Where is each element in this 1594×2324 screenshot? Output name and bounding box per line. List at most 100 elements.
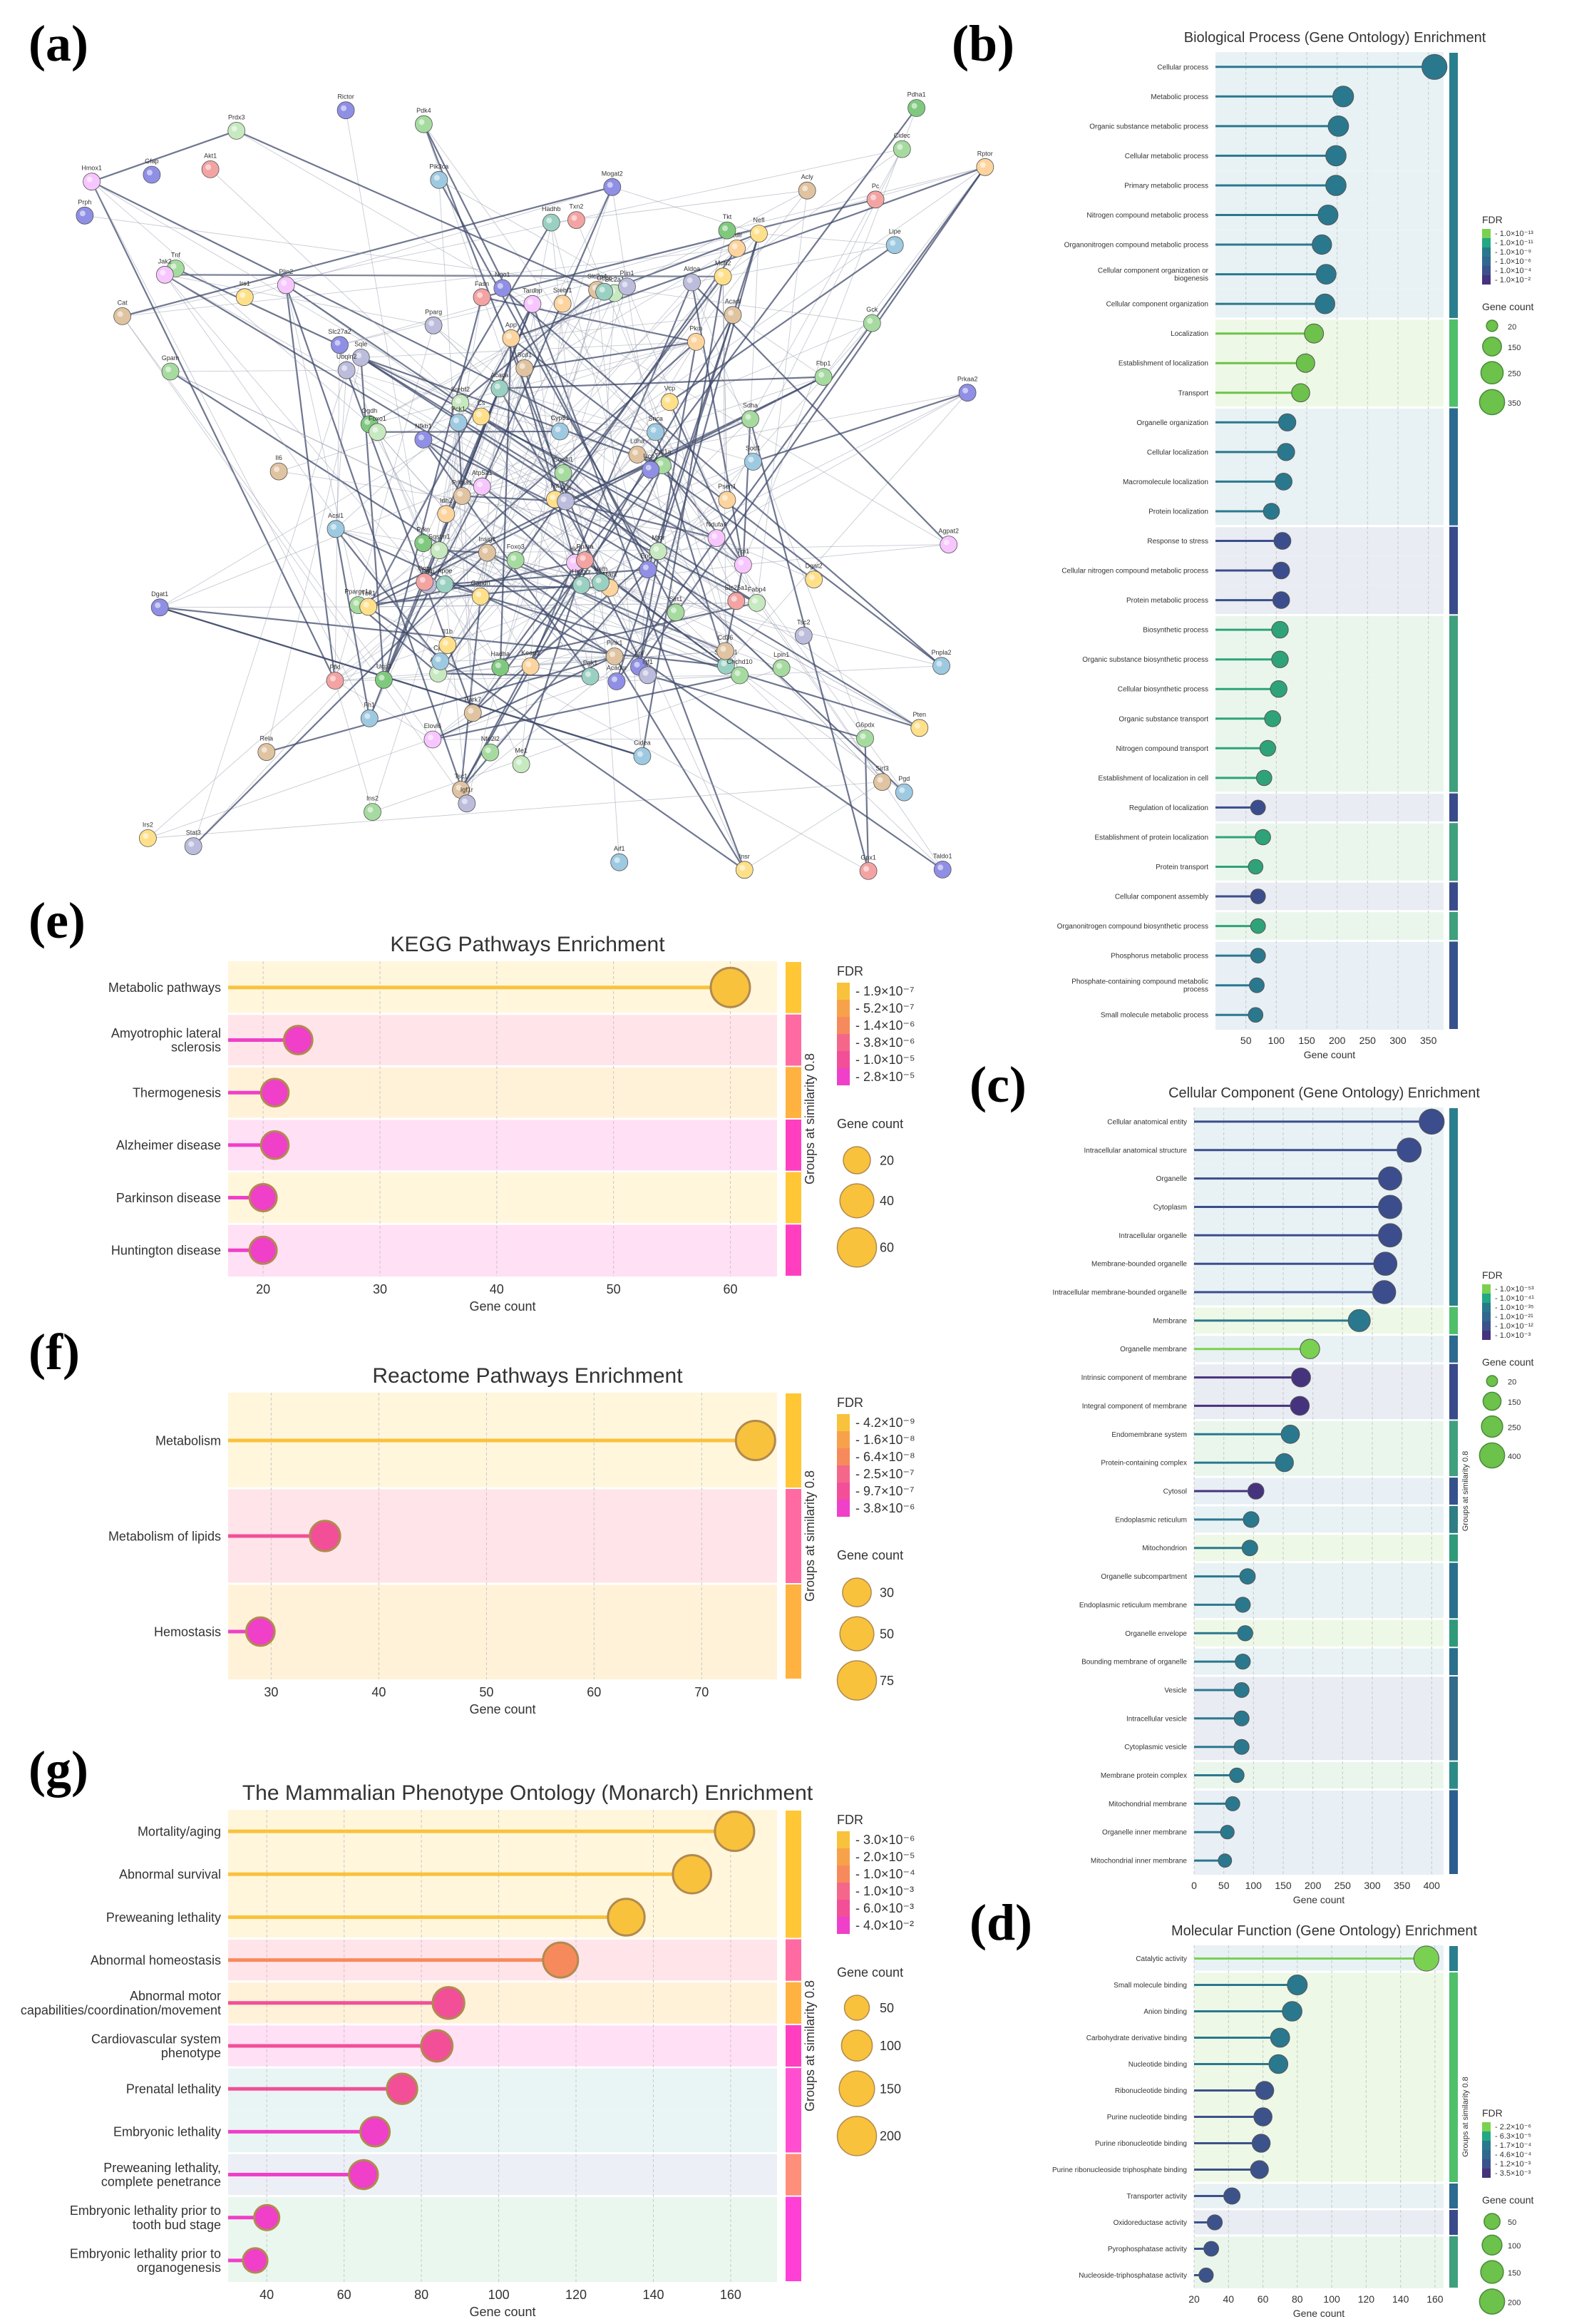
fdr-legend-swatch bbox=[1482, 1331, 1491, 1340]
x-tick-label: 250 bbox=[1335, 1880, 1352, 1891]
svg-text:Plin2: Plin2 bbox=[279, 268, 293, 275]
size-legend-label: 30 bbox=[880, 1585, 894, 1599]
lollipop-point bbox=[1251, 2134, 1271, 2153]
svg-text:Acaca: Acaca bbox=[490, 372, 508, 379]
network-edge bbox=[334, 680, 433, 740]
network-edge bbox=[438, 431, 656, 674]
svg-text:Sirt3: Sirt3 bbox=[875, 765, 889, 772]
group-bar bbox=[1449, 1505, 1458, 1533]
network-edge bbox=[726, 392, 968, 666]
lollipop-point bbox=[1378, 1194, 1402, 1219]
network-edge bbox=[695, 230, 728, 342]
network-edge bbox=[555, 498, 717, 539]
network-edge bbox=[612, 186, 759, 235]
network-edge bbox=[334, 587, 610, 681]
x-tick-label: 40 bbox=[490, 1282, 504, 1296]
category-label: Abnormal homeostasis bbox=[91, 1953, 221, 1967]
network-edge bbox=[716, 538, 814, 580]
lollipop-point bbox=[248, 1183, 278, 1212]
network-edge bbox=[423, 123, 649, 570]
lollipop-point bbox=[672, 1854, 713, 1895]
lollipop-point bbox=[1373, 1251, 1398, 1276]
category-label: Organonitrogen compound metabolic proces… bbox=[1064, 242, 1208, 250]
svg-text:Fasn: Fasn bbox=[475, 280, 489, 287]
chart-title: Molecular Function (Gene Ontology) Enric… bbox=[1171, 1923, 1478, 1939]
group-band bbox=[228, 1224, 777, 1276]
svg-text:Stat3: Stat3 bbox=[186, 829, 201, 836]
network-node: Aif1 bbox=[610, 845, 629, 871]
svg-text:Srebf1: Srebf1 bbox=[553, 287, 572, 294]
network-node: Prkaa2 bbox=[957, 376, 977, 402]
fdr-legend-label: - 1.2×10⁻³ bbox=[1495, 2160, 1531, 2169]
lollipop-point bbox=[1237, 1625, 1253, 1642]
fdr-legend-label: - 1.0×10⁻² bbox=[1495, 276, 1531, 285]
network-edge bbox=[581, 392, 968, 585]
network-edge bbox=[500, 667, 869, 871]
network-node: Ubqln2 bbox=[336, 353, 356, 379]
category-label: Organelle envelope bbox=[1125, 1630, 1187, 1638]
x-tick-label: 30 bbox=[373, 1282, 387, 1296]
size-legend-label: 200 bbox=[880, 2129, 901, 2144]
x-tick-label: 120 bbox=[565, 2288, 587, 2302]
network-edge bbox=[726, 166, 985, 231]
group-bar bbox=[1449, 1761, 1458, 1789]
svg-text:Nefl: Nefl bbox=[753, 217, 764, 224]
network-edge bbox=[285, 284, 564, 474]
svg-text:Aif1: Aif1 bbox=[614, 845, 625, 852]
x-tick-label: 140 bbox=[642, 2288, 664, 2302]
go-cellular-component-chart: Cellular Component (Gene Ontology) Enric… bbox=[1053, 1085, 1535, 1905]
fdr-legend-swatch bbox=[1482, 229, 1491, 238]
svg-text:Sod1: Sod1 bbox=[746, 445, 761, 452]
network-edge bbox=[279, 471, 717, 539]
x-tick-label: 70 bbox=[694, 1685, 709, 1699]
size-legend-label: 150 bbox=[880, 2082, 901, 2096]
size-legend-circle bbox=[842, 1577, 872, 1607]
svg-text:Cd36: Cd36 bbox=[718, 634, 734, 641]
network-edge bbox=[358, 595, 481, 606]
category-label: Carbohydrate derivative binding bbox=[1086, 2034, 1187, 2042]
fdr-legend-label: - 3.8×10⁻⁶ bbox=[855, 1035, 915, 1050]
size-legend-label: 50 bbox=[1508, 2218, 1516, 2227]
svg-text:Ppargc1a: Ppargc1a bbox=[344, 588, 372, 595]
x-tick-label: 50 bbox=[607, 1282, 621, 1296]
group-bar bbox=[1449, 1677, 1458, 1761]
network-edge bbox=[597, 290, 643, 757]
network-edge bbox=[530, 600, 736, 667]
category-label: Bounding membrane of organelle bbox=[1081, 1659, 1187, 1667]
size-legend-label: 150 bbox=[1508, 2269, 1521, 2278]
lollipop-point bbox=[259, 1130, 290, 1160]
category-label: Purine ribonucleoside triphosphate bindi… bbox=[1052, 2166, 1187, 2174]
lollipop-point bbox=[1256, 769, 1272, 787]
network-edge bbox=[122, 247, 737, 317]
network-edge bbox=[460, 289, 598, 404]
fdr-legend-swatch bbox=[1482, 1312, 1491, 1321]
x-tick-label: 400 bbox=[1424, 1880, 1441, 1891]
network-node: Tsc2 bbox=[794, 618, 813, 645]
svg-text:Psen1: Psen1 bbox=[718, 483, 736, 490]
fdr-legend-swatch bbox=[1482, 257, 1491, 266]
lollipop-point bbox=[1255, 2081, 1275, 2100]
network-edge bbox=[864, 738, 870, 871]
svg-text:Tnf: Tnf bbox=[171, 252, 181, 259]
svg-text:Tkt: Tkt bbox=[723, 213, 732, 220]
svg-text:Ins2: Ins2 bbox=[366, 795, 379, 802]
network-node: Snca bbox=[647, 415, 664, 441]
chart-title: Biological Process (Gene Ontology) Enric… bbox=[1184, 30, 1486, 46]
lollipop-point bbox=[1250, 799, 1266, 816]
network-node: Fh1 bbox=[360, 701, 379, 727]
fdr-legend-swatch bbox=[837, 1917, 850, 1934]
size-legend-label: 20 bbox=[1508, 1378, 1516, 1387]
size-legend-circle bbox=[836, 2116, 878, 2156]
lollipop-point bbox=[1249, 977, 1265, 993]
network-node: Pck1 bbox=[449, 406, 468, 431]
svg-text:Pparg: Pparg bbox=[425, 308, 442, 315]
network-edge bbox=[122, 148, 903, 317]
network-node: Pparg bbox=[424, 308, 443, 334]
group-bar bbox=[1449, 408, 1458, 526]
network-node: Gpam bbox=[161, 354, 180, 381]
lollipop-point bbox=[1312, 234, 1332, 255]
network-node: Scd1 bbox=[515, 351, 534, 377]
network-node: Rptor bbox=[976, 150, 994, 176]
svg-text:Fus: Fus bbox=[560, 484, 572, 491]
svg-text:Pgd: Pgd bbox=[898, 775, 910, 782]
